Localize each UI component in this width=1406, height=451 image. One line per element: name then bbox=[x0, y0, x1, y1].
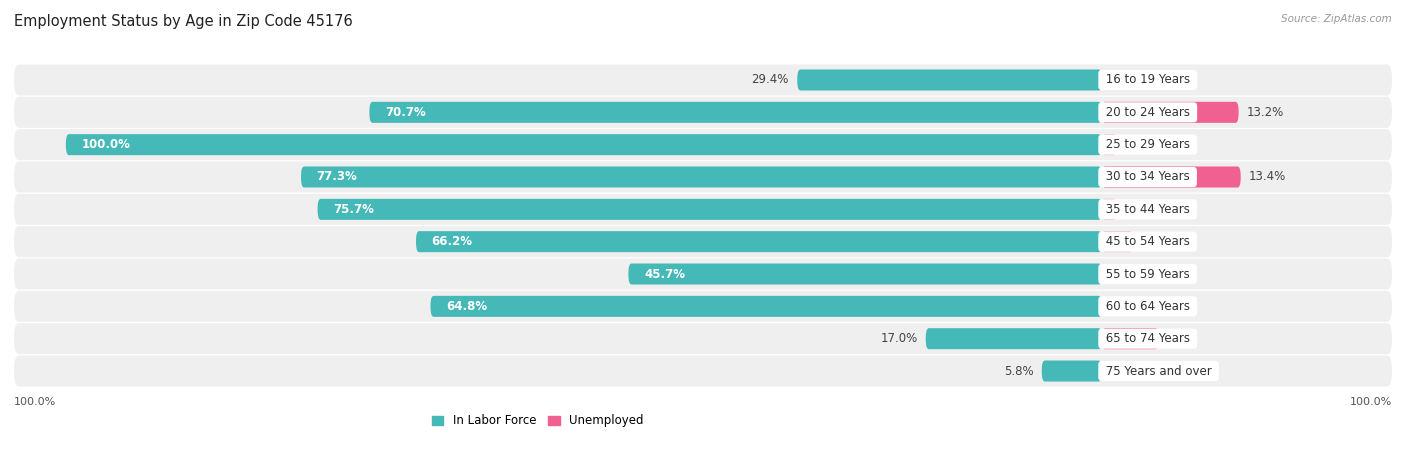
Text: 75.7%: 75.7% bbox=[333, 203, 374, 216]
FancyBboxPatch shape bbox=[14, 129, 1392, 160]
Text: 64.8%: 64.8% bbox=[446, 300, 488, 313]
FancyBboxPatch shape bbox=[1102, 166, 1240, 188]
Text: 1.4%: 1.4% bbox=[1125, 203, 1154, 216]
FancyBboxPatch shape bbox=[14, 258, 1392, 290]
FancyBboxPatch shape bbox=[416, 231, 1102, 252]
Text: 16 to 19 Years: 16 to 19 Years bbox=[1102, 74, 1194, 87]
Text: 3.0%: 3.0% bbox=[1142, 235, 1171, 248]
Text: 45.7%: 45.7% bbox=[644, 267, 685, 281]
FancyBboxPatch shape bbox=[14, 194, 1392, 225]
Text: 20 to 24 Years: 20 to 24 Years bbox=[1102, 106, 1194, 119]
FancyBboxPatch shape bbox=[14, 64, 1392, 96]
Text: 100.0%: 100.0% bbox=[1350, 397, 1392, 407]
Text: 30 to 34 Years: 30 to 34 Years bbox=[1102, 170, 1194, 184]
FancyBboxPatch shape bbox=[797, 69, 1102, 91]
Text: 5.5%: 5.5% bbox=[1167, 332, 1197, 345]
FancyBboxPatch shape bbox=[1042, 360, 1102, 382]
Text: 17.0%: 17.0% bbox=[880, 332, 918, 345]
FancyBboxPatch shape bbox=[14, 355, 1392, 387]
Text: 29.4%: 29.4% bbox=[752, 74, 789, 87]
FancyBboxPatch shape bbox=[14, 323, 1392, 354]
Text: 100.0%: 100.0% bbox=[82, 138, 131, 151]
Text: 0.0%: 0.0% bbox=[1111, 74, 1140, 87]
FancyBboxPatch shape bbox=[925, 328, 1102, 349]
Text: 0.0%: 0.0% bbox=[1111, 300, 1140, 313]
Text: 75 Years and over: 75 Years and over bbox=[1102, 364, 1215, 377]
Text: 100.0%: 100.0% bbox=[14, 397, 56, 407]
Text: 13.4%: 13.4% bbox=[1249, 170, 1286, 184]
Text: 0.0%: 0.0% bbox=[1111, 267, 1140, 281]
Text: Source: ZipAtlas.com: Source: ZipAtlas.com bbox=[1281, 14, 1392, 23]
Text: 1.4%: 1.4% bbox=[1125, 138, 1154, 151]
FancyBboxPatch shape bbox=[1102, 102, 1239, 123]
Text: 65 to 74 Years: 65 to 74 Years bbox=[1102, 332, 1194, 345]
FancyBboxPatch shape bbox=[301, 166, 1102, 188]
FancyBboxPatch shape bbox=[318, 199, 1102, 220]
Text: 60 to 64 Years: 60 to 64 Years bbox=[1102, 300, 1194, 313]
FancyBboxPatch shape bbox=[14, 226, 1392, 257]
Text: 25 to 29 Years: 25 to 29 Years bbox=[1102, 138, 1194, 151]
FancyBboxPatch shape bbox=[430, 296, 1102, 317]
Text: 77.3%: 77.3% bbox=[316, 170, 357, 184]
FancyBboxPatch shape bbox=[628, 263, 1102, 285]
FancyBboxPatch shape bbox=[14, 97, 1392, 128]
Text: Employment Status by Age in Zip Code 45176: Employment Status by Age in Zip Code 451… bbox=[14, 14, 353, 28]
Text: 5.8%: 5.8% bbox=[1004, 364, 1033, 377]
Text: 0.0%: 0.0% bbox=[1111, 364, 1140, 377]
Text: 13.2%: 13.2% bbox=[1247, 106, 1284, 119]
Legend: In Labor Force, Unemployed: In Labor Force, Unemployed bbox=[427, 410, 648, 432]
FancyBboxPatch shape bbox=[14, 161, 1392, 193]
FancyBboxPatch shape bbox=[1102, 134, 1116, 155]
Text: 35 to 44 Years: 35 to 44 Years bbox=[1102, 203, 1194, 216]
FancyBboxPatch shape bbox=[370, 102, 1102, 123]
Text: 66.2%: 66.2% bbox=[432, 235, 472, 248]
FancyBboxPatch shape bbox=[1102, 199, 1116, 220]
FancyBboxPatch shape bbox=[1102, 231, 1133, 252]
FancyBboxPatch shape bbox=[14, 291, 1392, 322]
Text: 70.7%: 70.7% bbox=[385, 106, 426, 119]
FancyBboxPatch shape bbox=[1102, 328, 1159, 349]
Text: 45 to 54 Years: 45 to 54 Years bbox=[1102, 235, 1194, 248]
FancyBboxPatch shape bbox=[66, 134, 1102, 155]
Text: 55 to 59 Years: 55 to 59 Years bbox=[1102, 267, 1194, 281]
